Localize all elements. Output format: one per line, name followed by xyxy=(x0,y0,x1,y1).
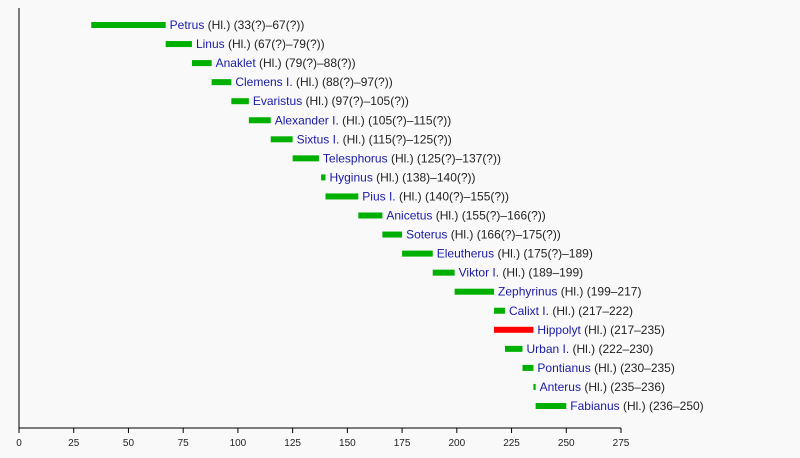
reign-dates: (Hl.) (230–235) xyxy=(591,361,675,375)
row-label: Pontianus (Hl.) (230–235) xyxy=(537,361,674,375)
reign-dates: (Hl.) (97(?)–105(?)) xyxy=(302,94,409,108)
bar-zephyrinus xyxy=(454,288,495,295)
pope-name-link[interactable]: Sixtus I. xyxy=(297,132,340,146)
pope-name-link[interactable]: Fabianus xyxy=(570,399,619,413)
row-label: Evaristus (Hl.) (97(?)–105(?)) xyxy=(253,94,409,108)
pope-name-link[interactable]: Hyginus xyxy=(329,170,372,184)
x-tick-label: 50 xyxy=(123,438,135,449)
bar-calixt-i xyxy=(494,307,505,314)
reign-dates: (Hl.) (217–222) xyxy=(549,304,633,318)
bar-telesphorus xyxy=(292,155,319,162)
row-label: Telesphorus (Hl.) (125(?)–137(?)) xyxy=(323,151,501,165)
row-label: Sixtus I. (Hl.) (115(?)–125(?)) xyxy=(297,132,452,146)
bar-anaklet xyxy=(191,60,212,67)
bar-fabianus xyxy=(535,403,567,409)
x-tick-label: 0 xyxy=(16,438,22,449)
bar-pius-i xyxy=(325,193,359,200)
reign-dates: (Hl.) (88(?)–97(?)) xyxy=(293,75,393,89)
row-label: Anterus (Hl.) (235–236) xyxy=(540,380,665,394)
x-tick-label: 100 xyxy=(230,438,247,449)
x-tick-label: 75 xyxy=(178,438,190,449)
reign-dates: (Hl.) (67(?)–79(?)) xyxy=(225,37,325,51)
row-label: Hyginus (Hl.) (138)–140(?)) xyxy=(329,170,475,184)
x-tick-label: 225 xyxy=(503,438,520,449)
reign-dates: (Hl.) (140(?)–155(?)) xyxy=(396,189,509,203)
row-label: Pius I. (Hl.) (140(?)–155(?)) xyxy=(362,189,509,203)
reign-dates: (Hl.) (217–235) xyxy=(581,323,665,337)
bar-viktor-i xyxy=(432,269,455,276)
reign-dates: (Hl.) (79(?)–88(?)) xyxy=(256,56,356,70)
pope-name-link[interactable]: Hippolyt xyxy=(537,323,581,337)
pope-name-link[interactable]: Anicetus xyxy=(386,209,432,223)
pope-name-link[interactable]: Calixt I. xyxy=(509,304,549,318)
reign-dates: (Hl.) (175(?)–189) xyxy=(494,247,593,261)
pope-name-link[interactable]: Telesphorus xyxy=(323,151,388,165)
row-label: Clemens I. (Hl.) (88(?)–97(?)) xyxy=(235,75,392,89)
reign-dates: (Hl.) (189–199) xyxy=(499,266,583,280)
bar-eleutherus xyxy=(402,250,433,257)
reign-dates: (Hl.) (33(?)–67(?)) xyxy=(204,18,304,32)
row-label: Calixt I. (Hl.) (217–222) xyxy=(509,304,633,318)
row-label: Anicetus (Hl.) (155(?)–166(?)) xyxy=(386,209,545,223)
reign-dates: (Hl.) (236–250) xyxy=(620,399,704,413)
reign-dates: (Hl.) (138)–140(?)) xyxy=(373,170,476,184)
pope-name-link[interactable]: Linus xyxy=(196,37,225,51)
bar-alexander-i xyxy=(248,117,271,124)
row-label: Petrus (Hl.) (33(?)–67(?)) xyxy=(170,18,305,32)
bar-clemens-i xyxy=(211,79,232,86)
reign-dates: (Hl.) (199–217) xyxy=(557,285,641,299)
bar-hippolyt xyxy=(494,326,534,333)
row-label: Eleutherus (Hl.) (175(?)–189) xyxy=(437,247,593,261)
pope-name-link[interactable]: Viktor I. xyxy=(459,266,499,280)
row-label: Fabianus (Hl.) (236–250) xyxy=(570,399,703,413)
bar-urban-i xyxy=(504,345,523,352)
reign-dates: (Hl.) (125(?)–137(?)) xyxy=(388,151,501,165)
pope-name-link[interactable]: Evaristus xyxy=(253,94,302,108)
reign-dates: (Hl.) (166(?)–175(?)) xyxy=(447,228,560,242)
x-tick-label: 275 xyxy=(613,438,630,449)
x-tick-label: 200 xyxy=(448,438,465,449)
row-label: Soterus (Hl.) (166(?)–175(?)) xyxy=(406,228,561,242)
row-label: Linus (Hl.) (67(?)–79(?)) xyxy=(196,37,325,51)
pope-name-link[interactable]: Soterus xyxy=(406,228,447,242)
bar-pontianus xyxy=(522,364,534,371)
row-label: Hippolyt (Hl.) (217–235) xyxy=(537,323,664,337)
x-tick-label: 125 xyxy=(284,438,301,449)
bar-anicetus xyxy=(358,212,383,219)
pope-name-link[interactable]: Pontianus xyxy=(537,361,590,375)
row-label: Zephyrinus (Hl.) (199–217) xyxy=(498,285,641,299)
bar-anterus xyxy=(533,383,536,390)
row-label: Viktor I. (Hl.) (189–199) xyxy=(459,266,584,280)
pope-name-link[interactable]: Clemens I. xyxy=(235,75,292,89)
reign-dates: (Hl.) (105(?)–115(?)) xyxy=(339,113,451,127)
x-tick-label: 250 xyxy=(558,438,575,449)
bar-soterus xyxy=(382,231,403,238)
bar-hyginus xyxy=(321,174,326,181)
pope-name-link[interactable]: Eleutherus xyxy=(437,247,494,261)
bar-petrus xyxy=(91,22,166,28)
bar-sixtus-i xyxy=(270,136,293,143)
pope-name-link[interactable]: Anterus xyxy=(540,380,581,394)
reign-dates: (Hl.) (235–236) xyxy=(581,380,665,394)
x-tick-label: 150 xyxy=(339,438,356,449)
bar-linus xyxy=(165,41,192,48)
pope-name-link[interactable]: Pius I. xyxy=(362,189,395,203)
row-label: Alexander I. (Hl.) (105(?)–115(?)) xyxy=(275,113,452,127)
pope-name-link[interactable]: Alexander I. xyxy=(275,113,339,127)
reign-dates: (Hl.) (222–230) xyxy=(569,342,653,356)
bar-evaristus xyxy=(231,98,249,105)
reign-dates: (Hl.) (115(?)–125(?)) xyxy=(339,132,451,146)
row-label: Anaklet (Hl.) (79(?)–88(?)) xyxy=(216,56,356,70)
reign-dates: (Hl.) (155(?)–166(?)) xyxy=(432,209,545,223)
pope-name-link[interactable]: Anaklet xyxy=(216,56,257,70)
pope-name-link[interactable]: Zephyrinus xyxy=(498,285,557,299)
row-label: Urban I. (Hl.) (222–230) xyxy=(526,342,653,356)
pope-name-link[interactable]: Petrus xyxy=(170,18,205,32)
x-tick-label: 175 xyxy=(394,438,411,449)
x-tick-label: 25 xyxy=(68,438,80,449)
pope-name-link[interactable]: Urban I. xyxy=(526,342,569,356)
